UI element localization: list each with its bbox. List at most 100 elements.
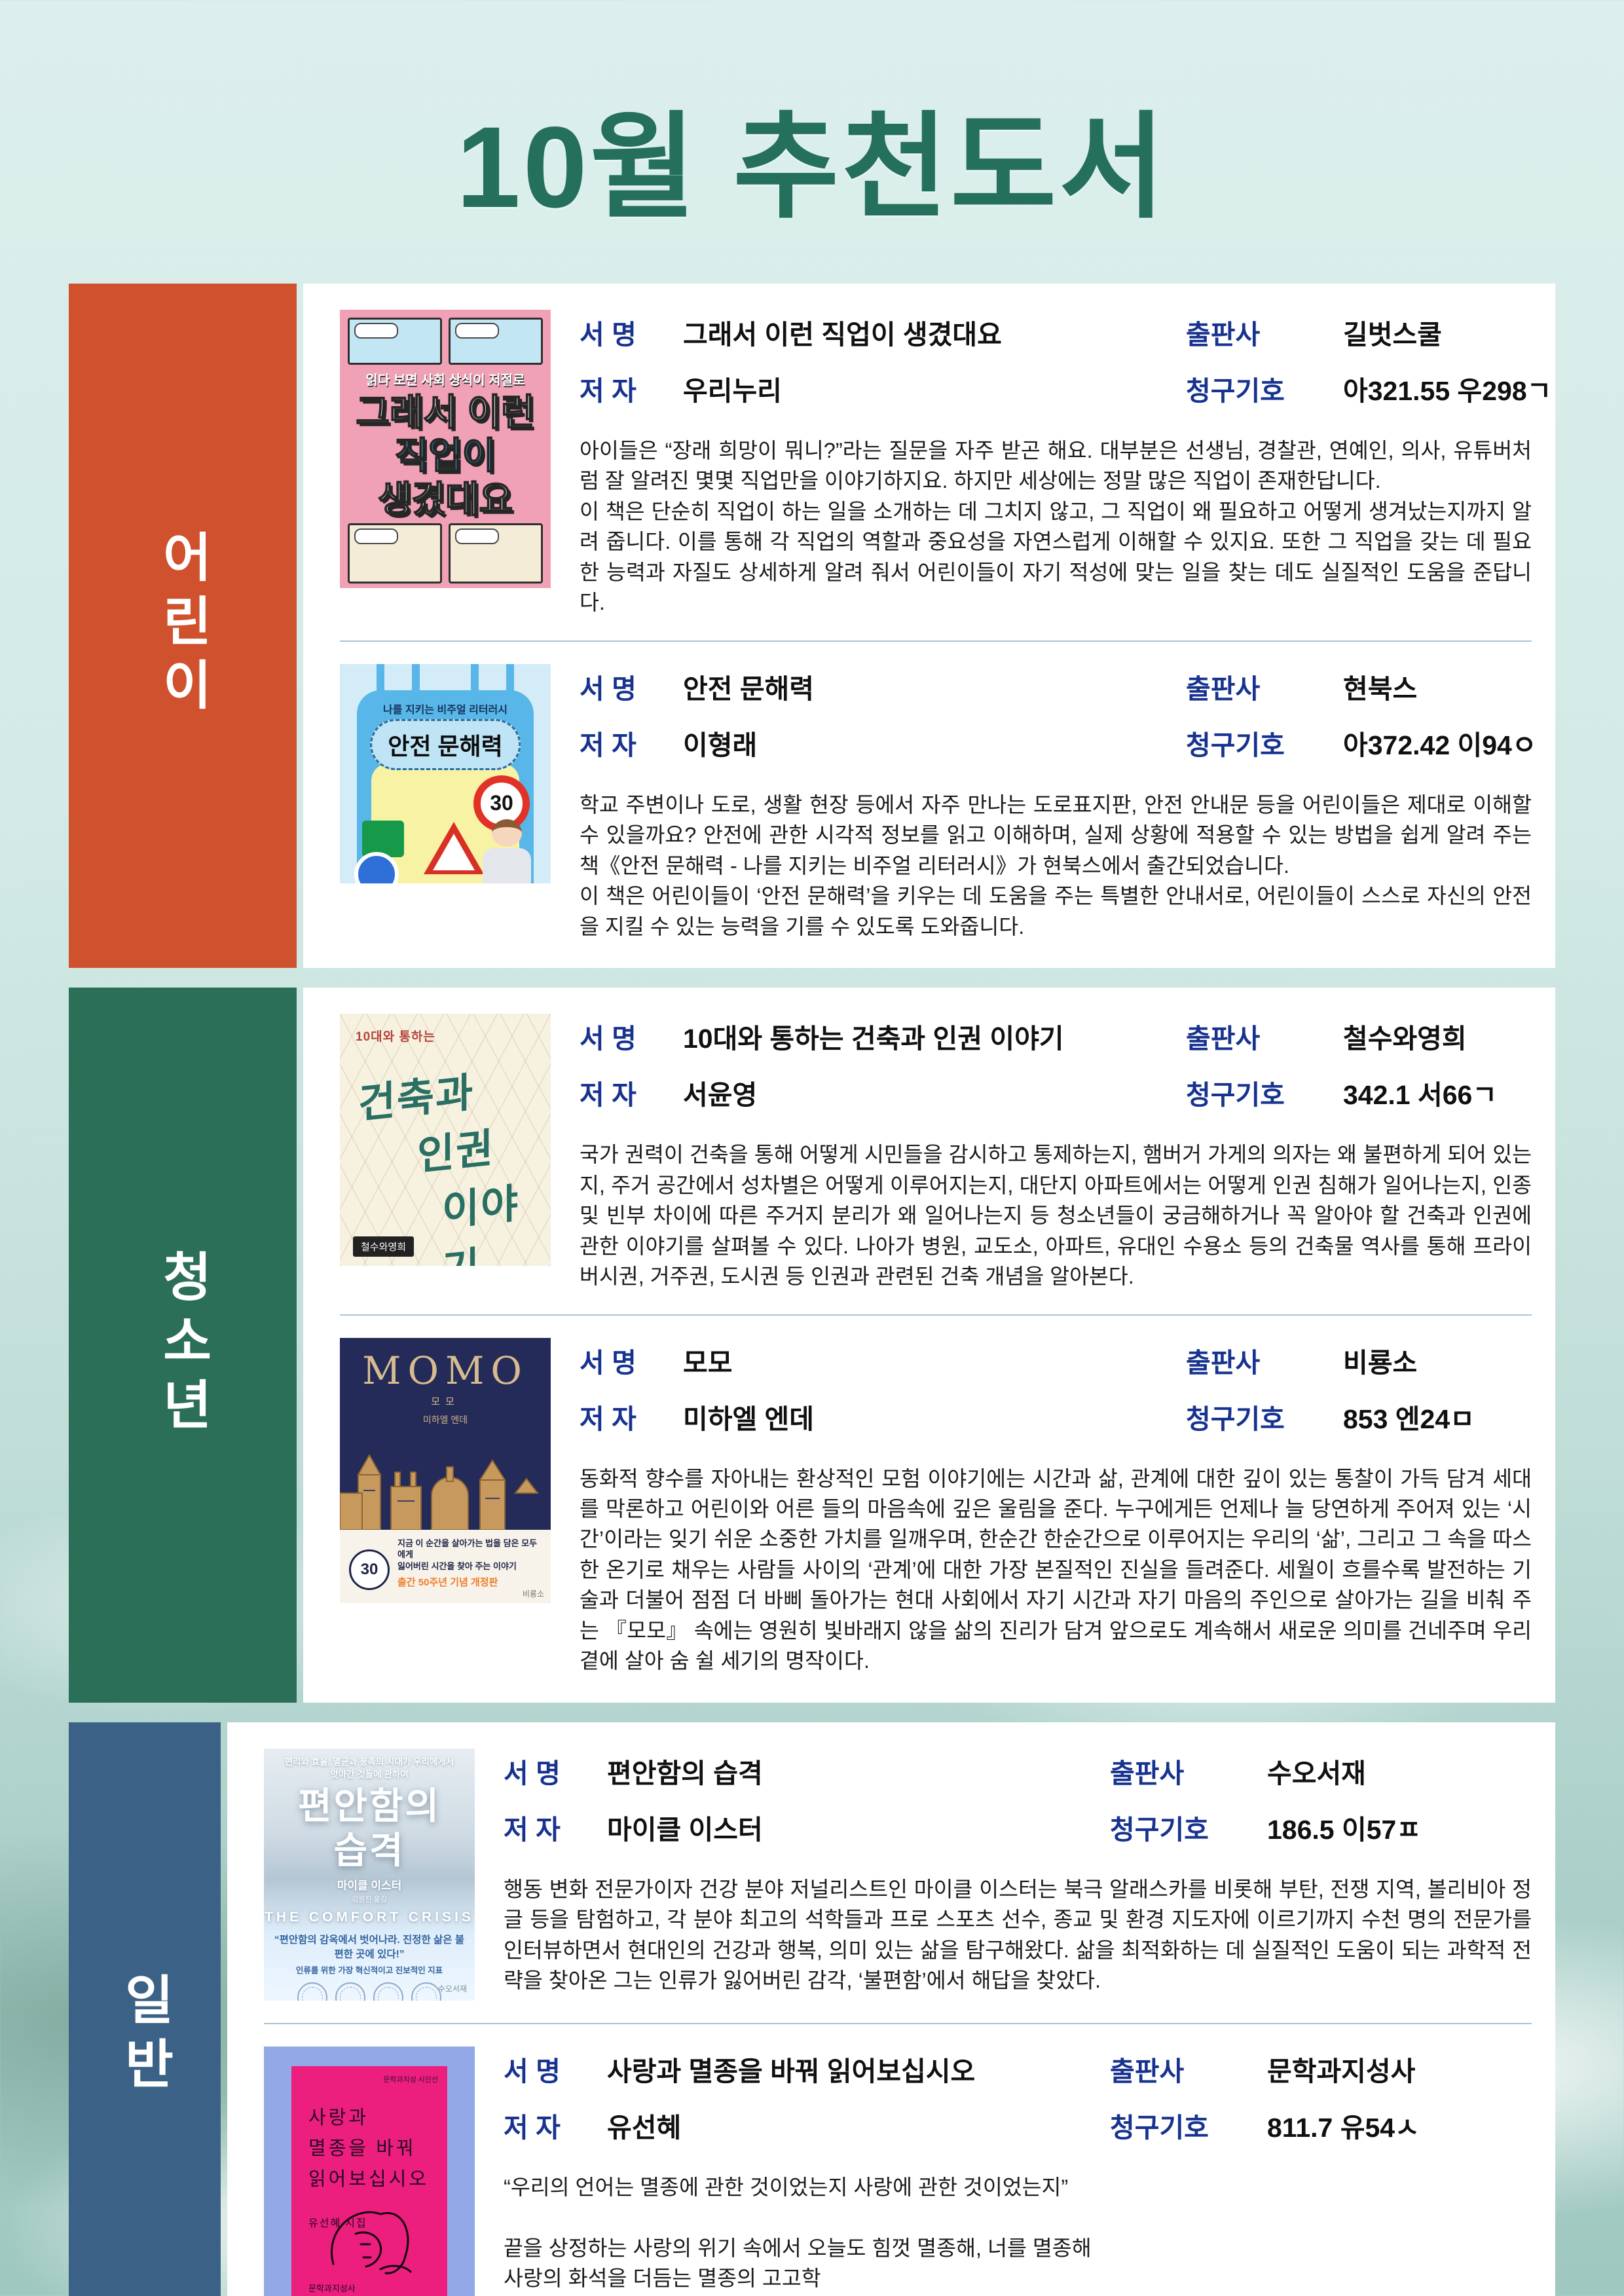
cover-note: 잃어버린 시간을 찾아 주는 이야기 [397,1561,517,1571]
field-label-publisher: 출판사 [1186,1024,1261,1054]
field-label-callno: 청구기호 [1186,376,1285,406]
book-author-value: 유선혜 [607,2112,682,2143]
book-fields: 서 명 모모 출판사 비룡소 저 자 미하엘 엔데 청구기호 853 엔24ㅁ [580,1341,1532,1436]
field-label-title: 서 명 [504,1758,561,1788]
cover-title-line: 사랑과 [308,2107,369,2128]
entry-divider [340,640,1532,642]
field-label-author: 저 자 [504,1814,561,1845]
book-title-value: 그래서 이런 직업이 생겼대요 [683,320,1002,350]
book-publisher-value: 비룡소 [1343,1347,1418,1378]
book-description: 아이들은 “장래 희망이 뭐니?”라는 질문을 자주 받곤 해요. 대부분은 선… [580,439,1532,615]
inner-book-cover: 문학과지성 시인선 사랑과 멸종을 바꿔 읽어보십시오 유선혜 시집 [291,2065,447,2296]
cover-title-line: 습격 [333,1830,405,1872]
field-label-title: 서 명 [580,673,637,704]
book-callno-value: 아372.42 이94ㅇ [1343,730,1537,760]
book-description: “우리의 언어는 멸종에 관한 것이었는지 사랑에 관한 것이었는지” 끝을 상… [504,2175,1092,2291]
field-label-title: 서 명 [504,2056,561,2086]
cover-publisher: 철수와영희 [353,1236,415,1257]
book-entry: 10대와 통하는 건축과 인권 이야기 철수와영희 서 명 10대와 통하는 건… [340,1014,1532,1291]
book-publisher-value: 문학과지성사 [1267,2056,1416,2086]
laurel-badge-icon [335,1982,365,2001]
cover-tagline: 읽다 보면 사회 상식이 저절로 [365,373,525,388]
field-label-callno: 청구기호 [1186,1080,1285,1111]
section-children-card: 읽다 보면 사회 상식이 저절로 그래서 이런 직업이 생겼대요 서 명 그래서… [303,284,1555,969]
book-callno-value: 186.5 이57ㅍ [1267,1814,1422,1845]
book-entry: 읽다 보면 사회 상식이 저절로 그래서 이런 직업이 생겼대요 서 명 그래서… [340,310,1551,618]
entry-divider [264,2022,1532,2024]
laurel-badge-icon [373,1982,403,2001]
cover-title: 안전 문해력 [370,718,521,770]
content: 어린이 읽다 보면 사회 상식이 저절로 그래서 이런 직업이 생겼대요 [69,284,1555,2296]
comic-panel [348,523,442,584]
field-label-author: 저 자 [580,1403,637,1434]
book-info: 서 명 사랑과 멸종을 바꿔 읽어보십시오 출판사 문학과지성사 저 자 유선혜… [504,2046,1532,2296]
book-cover-love-extinction: 문학과지성 시인선 사랑과 멸종을 바꿔 읽어보십시오 유선혜 시집 [264,2046,475,2296]
cover-sub-note: 인류를 위한 가장 혁신적이고 진보적인 지표 [295,1965,443,1975]
field-label-title: 서 명 [580,1347,637,1378]
comic-panels-bottom [348,523,543,584]
comic-panel [449,318,543,365]
cover-title-line: 이야기 [442,1181,520,1266]
book-entry: MOMO 모모 미하엘 엔데 [340,1337,1532,1676]
book-author-value: 이형래 [683,730,758,760]
field-label-callno: 청구기호 [1110,1814,1209,1845]
cover-english-title: THE COMFORT CRISIS [265,1909,474,1925]
book-info: 서 명 안전 문해력 출판사 현북스 저 자 이형래 청구기호 아372.42 … [580,664,1537,942]
cover-title-line: 직업이 [394,435,497,477]
section-children-bar: 어린이 [69,284,297,969]
book-cover-momo: MOMO 모모 미하엘 엔데 [340,1337,551,1603]
bicycle-sign-icon [354,851,399,883]
book-callno-value: 811.7 유54ㅅ [1267,2112,1420,2143]
section-children: 어린이 읽다 보면 사회 상식이 저절로 그래서 이런 직업이 생겼대요 [69,284,1555,969]
field-label-publisher: 출판사 [1110,2056,1185,2086]
field-label-callno: 청구기호 [1186,730,1285,760]
field-label-publisher: 출판사 [1110,1758,1185,1788]
book-author-value: 서윤영 [683,1080,758,1111]
cover-title: 모모 [431,1396,460,1407]
book-fields: 서 명 그래서 이런 직업이 생겼대요 출판사 길벗스쿨 저 자 우리누리 청구… [580,312,1551,408]
comic-panel [348,318,442,365]
book-cover-safety-literacy: 나를 지키는 비주얼 리터러시 안전 문해력 30 [340,663,551,883]
book-fields: 서 명 안전 문해력 출판사 현북스 저 자 이형래 청구기호 아372.42 … [580,667,1537,762]
book-publisher-value: 길벗스쿨 [1343,320,1442,350]
cover-author: 마이클 이스터 [337,1879,402,1892]
field-label-author: 저 자 [580,376,637,406]
section-general: 일반 편리와 효율, 멸균과 풍족의 시대가 우리에게서 앗아간 것들에 관하여… [69,1722,1555,2296]
field-label-title: 서 명 [580,320,637,350]
book-title-value: 사랑과 멸종을 바꿔 읽어보십시오 [607,2056,976,2086]
comic-panel [449,523,543,584]
cover-publisher: 비룡소 [522,1589,544,1599]
cover-bottom-strip: 지금 이 순간을 살아가는 법을 담은 모두에게 잃어버린 시간을 찾아 주는 … [340,1529,551,1603]
section-general-label: 일반 [116,1972,174,2101]
field-label-author: 저 자 [580,1080,637,1111]
cover-quote: “편안함의 감옥에서 벗어나라. 진정한 삶은 불편한 곳에 있다!” [274,1934,465,1960]
book-entry: 문학과지성 시인선 사랑과 멸종을 바꿔 읽어보십시오 유선혜 시집 [264,2046,1532,2296]
girl-sketch-icon [331,2211,412,2274]
cover-title-line: 그래서 이런 [355,392,535,433]
cover-top-note: 편리와 효율, 멸균과 풍족의 시대가 우리에게서 앗아간 것들에 관하여 [284,1756,454,1779]
section-teen-label: 청소년 [154,1249,212,1441]
field-label-author: 저 자 [580,730,637,760]
cover-translator: 김원진 옮김 [352,1895,387,1904]
book-info: 서 명 모모 출판사 비룡소 저 자 미하엘 엔데 청구기호 853 엔24ㅁ … [580,1338,1532,1676]
section-teen-card: 10대와 통하는 건축과 인권 이야기 철수와영희 서 명 10대와 통하는 건… [303,988,1555,1703]
book-cover-jobs: 읽다 보면 사회 상식이 저절로 그래서 이런 직업이 생겼대요 [340,310,551,588]
boy-figure-head [492,819,522,847]
book-title-value: 10대와 통하는 건축과 인권 이야기 [683,1024,1064,1054]
book-cover-architecture-rights: 10대와 통하는 건축과 인권 이야기 철수와영희 [340,1014,551,1267]
section-general-bar: 일반 [69,1722,221,2296]
book-description: 국가 권력이 건축을 통해 어떻게 시민들을 감시하고 통제하는지, 햄버거 가… [580,1143,1532,1289]
cover-title: 사랑과 멸종을 바꿔 읽어보십시오 [308,2103,429,2195]
book-fields: 서 명 편안함의 습격 출판사 수오서재 저 자 마이클 이스터 청구기호 18… [504,1751,1532,1847]
boy-figure [483,847,531,883]
cover-title-line: 인권 [417,1125,495,1179]
cover-anniversary-note: 출간 50주년 기념 개정판 [397,1577,498,1589]
cover-title-line: 생겼대요 [377,478,513,520]
field-label-title: 서 명 [580,1024,637,1054]
cover-note: 지금 이 순간을 살아가는 법을 담은 모두에게 [397,1538,538,1560]
book-fields: 서 명 사랑과 멸종을 바꿔 읽어보십시오 출판사 문학과지성사 저 자 유선혜… [504,2049,1532,2145]
book-author-value: 마이클 이스터 [607,1814,763,1845]
book-info: 서 명 10대와 통하는 건축과 인권 이야기 출판사 철수와영희 저 자 서윤… [580,1014,1532,1291]
book-title-value: 편안함의 습격 [607,1758,763,1788]
